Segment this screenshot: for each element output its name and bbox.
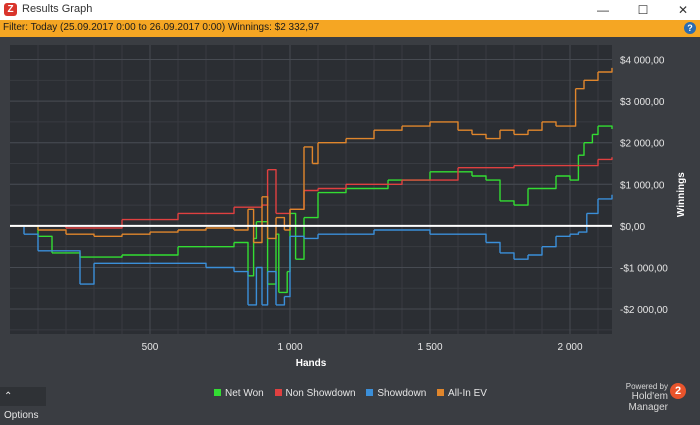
plot-area bbox=[10, 45, 612, 334]
legend-swatch bbox=[437, 388, 445, 396]
legend-item-non-showdown[interactable]: Non Showdown bbox=[274, 388, 356, 399]
filter-bar: Filter: Today (25.09.2017 0:00 to 26.09.… bbox=[0, 20, 700, 37]
y-tick-label: $0,00 bbox=[620, 222, 645, 233]
results-chart: 500 1 000 1 500 2 000 -$2 000,00 -$1 000,00 $0… bbox=[10, 45, 687, 369]
x-axis-label: Hands bbox=[296, 358, 327, 369]
y-tick-label: $3 000,00 bbox=[620, 97, 665, 108]
x-tick-label: 2 000 bbox=[557, 342, 582, 353]
y-tick-label: $2 000,00 bbox=[620, 139, 665, 150]
maximize-button[interactable]: ☐ bbox=[637, 3, 649, 17]
y-axis-label: Winnings bbox=[676, 172, 687, 217]
legend-swatch bbox=[214, 388, 221, 396]
brand-name: Hold'em Manager bbox=[628, 391, 668, 413]
y-tick-label: -$1 000,00 bbox=[620, 263, 668, 274]
legend-swatch bbox=[366, 388, 374, 396]
legend-item-net-won[interactable]: Net Won bbox=[214, 388, 264, 399]
app-icon: Z bbox=[4, 3, 17, 16]
hm-logo: 2 bbox=[670, 383, 686, 399]
window-title: Results Graph bbox=[22, 3, 93, 15]
legend-label: Non Showdown bbox=[285, 388, 356, 399]
x-tick-label: 1 000 bbox=[277, 342, 302, 353]
legend-label: Showdown bbox=[377, 388, 427, 399]
y-tick-label: -$2 000,00 bbox=[620, 305, 668, 316]
close-button[interactable]: ✕ bbox=[677, 3, 689, 17]
minimize-button[interactable]: — bbox=[597, 3, 609, 17]
legend-label: All-In EV bbox=[448, 388, 487, 399]
help-icon[interactable]: ? bbox=[684, 22, 696, 34]
powered-by-text: Powered by bbox=[625, 382, 668, 391]
legend-label: Net Won bbox=[225, 388, 264, 399]
powered-by: Powered by Hold'em Manager bbox=[600, 382, 668, 413]
title-bar: Z Results Graph — ☐ ✕ bbox=[0, 0, 700, 20]
legend-item-showdown[interactable]: Showdown bbox=[366, 388, 426, 399]
filter-text: Filter: Today (25.09.2017 0:00 to 26.09.… bbox=[3, 22, 320, 33]
legend-item-all-in-ev[interactable]: All-In EV bbox=[437, 388, 487, 399]
x-tick-label: 1 500 bbox=[417, 342, 442, 353]
chart-legend: Net Won Non Showdown Showdown All-In EV bbox=[214, 388, 495, 402]
legend-swatch bbox=[274, 388, 282, 396]
y-tick-label: $4 000,00 bbox=[620, 56, 665, 67]
options-button[interactable]: ⌃ Options bbox=[0, 387, 46, 421]
x-tick-label: 500 bbox=[142, 342, 159, 353]
y-tick-label: $1 000,00 bbox=[620, 180, 665, 191]
